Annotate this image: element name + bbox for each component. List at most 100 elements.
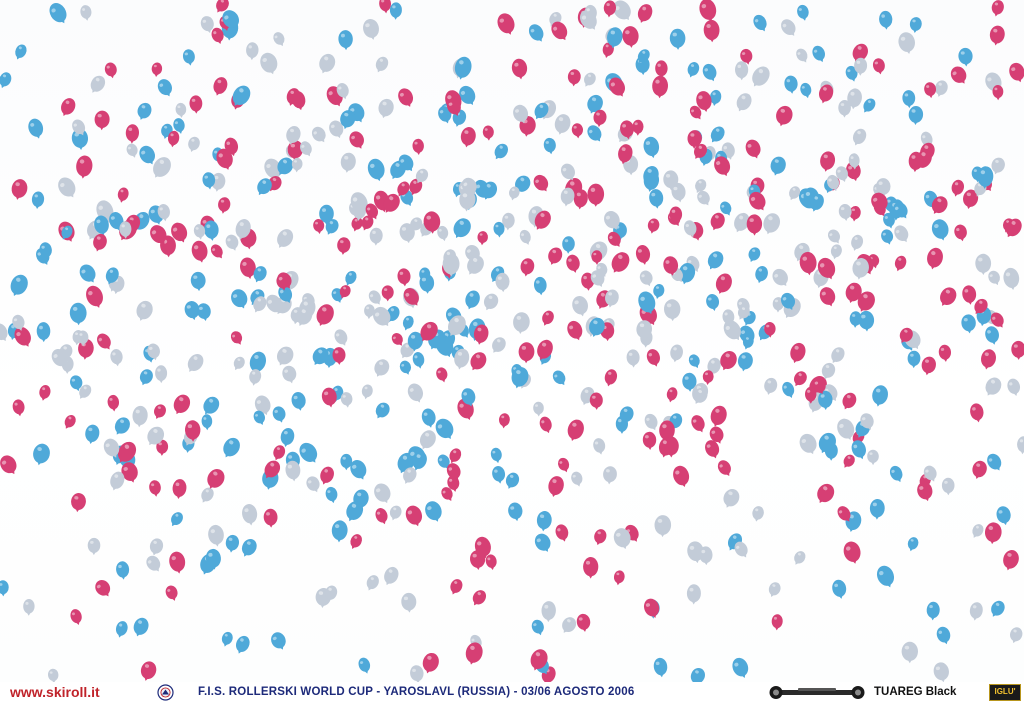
- balloon: [860, 413, 874, 431]
- balloon: [146, 555, 161, 572]
- balloon: [988, 270, 1000, 286]
- balloon: [938, 344, 952, 362]
- balloon: [320, 466, 334, 485]
- balloon: [935, 80, 948, 97]
- balloon: [749, 191, 766, 211]
- balloon: [391, 333, 403, 346]
- site-link[interactable]: www.skiroll.it: [10, 684, 100, 700]
- balloon: [804, 386, 817, 404]
- balloon: [842, 392, 857, 410]
- balloon: [573, 189, 588, 210]
- balloon: [374, 483, 391, 504]
- balloon: [776, 105, 793, 127]
- balloon: [571, 471, 583, 487]
- balloon: [201, 414, 213, 431]
- balloon: [346, 501, 364, 522]
- balloon: [150, 225, 167, 244]
- balloon: [710, 212, 725, 231]
- balloon: [282, 365, 297, 384]
- balloon: [210, 244, 223, 259]
- balloon: [977, 166, 994, 189]
- balloon: [793, 371, 807, 387]
- balloon: [644, 598, 660, 619]
- balloon: [607, 27, 623, 49]
- balloon: [763, 213, 781, 235]
- balloon: [723, 320, 741, 341]
- balloon: [71, 493, 86, 513]
- balloon: [511, 58, 528, 80]
- balloon: [203, 396, 220, 415]
- balloon: [61, 225, 73, 240]
- balloon: [200, 16, 214, 34]
- balloon: [412, 451, 427, 471]
- caption-bar: www.skiroll.it F.I.S. ROLLERSKI WORLD CU…: [0, 682, 1024, 703]
- balloon: [477, 231, 488, 246]
- balloon: [813, 377, 826, 395]
- balloon: [790, 342, 806, 364]
- balloon: [225, 534, 240, 553]
- balloon: [636, 320, 653, 341]
- balloon: [140, 661, 157, 681]
- balloon: [537, 339, 553, 361]
- balloon: [921, 356, 936, 376]
- balloon: [670, 344, 683, 363]
- balloon: [909, 17, 922, 34]
- balloon: [996, 506, 1011, 526]
- balloon: [560, 163, 576, 181]
- balloon: [637, 49, 650, 64]
- balloon: [369, 227, 383, 246]
- balloon: [562, 236, 575, 254]
- balloon: [917, 481, 933, 502]
- balloon: [28, 118, 44, 139]
- iglu-logo-icon: IGLU': [989, 684, 1021, 701]
- balloon: [1011, 340, 1024, 360]
- balloon: [908, 106, 924, 125]
- balloon: [410, 665, 424, 682]
- balloon: [694, 143, 707, 159]
- balloon: [923, 465, 937, 482]
- balloon: [663, 256, 679, 276]
- balloon: [927, 247, 943, 270]
- balloon: [768, 582, 781, 597]
- balloon: [133, 617, 149, 637]
- balloon: [991, 600, 1005, 617]
- balloon: [683, 220, 697, 238]
- balloon: [643, 165, 659, 187]
- balloon: [94, 110, 110, 131]
- balloon: [472, 590, 487, 606]
- balloon: [173, 394, 191, 415]
- balloon: [79, 264, 96, 283]
- balloon: [613, 0, 631, 21]
- balloon: [157, 79, 172, 97]
- balloon: [593, 438, 606, 455]
- balloon: [403, 288, 419, 306]
- balloon: [407, 383, 423, 403]
- balloon: [189, 95, 203, 114]
- balloon: [242, 504, 258, 526]
- balloon: [349, 131, 364, 149]
- balloon: [207, 469, 225, 489]
- balloon: [530, 649, 548, 671]
- balloon: [907, 350, 921, 369]
- balloon: [991, 157, 1005, 175]
- balloon: [518, 342, 535, 364]
- balloon: [715, 273, 732, 294]
- balloon: [218, 197, 231, 214]
- balloon: [497, 13, 515, 35]
- balloon: [990, 312, 1004, 328]
- balloon: [364, 304, 375, 320]
- balloon: [0, 455, 17, 475]
- balloon: [1007, 378, 1021, 396]
- balloon: [857, 291, 875, 312]
- balloon: [950, 66, 967, 84]
- balloon: [613, 570, 625, 586]
- fis-logo-icon: [157, 684, 174, 701]
- balloon: [296, 306, 313, 326]
- balloon: [752, 506, 764, 522]
- balloon: [755, 266, 768, 284]
- balloon: [419, 274, 435, 294]
- balloon: [93, 233, 107, 252]
- balloon: [572, 295, 588, 317]
- balloon: [784, 75, 798, 94]
- balloon: [182, 49, 195, 66]
